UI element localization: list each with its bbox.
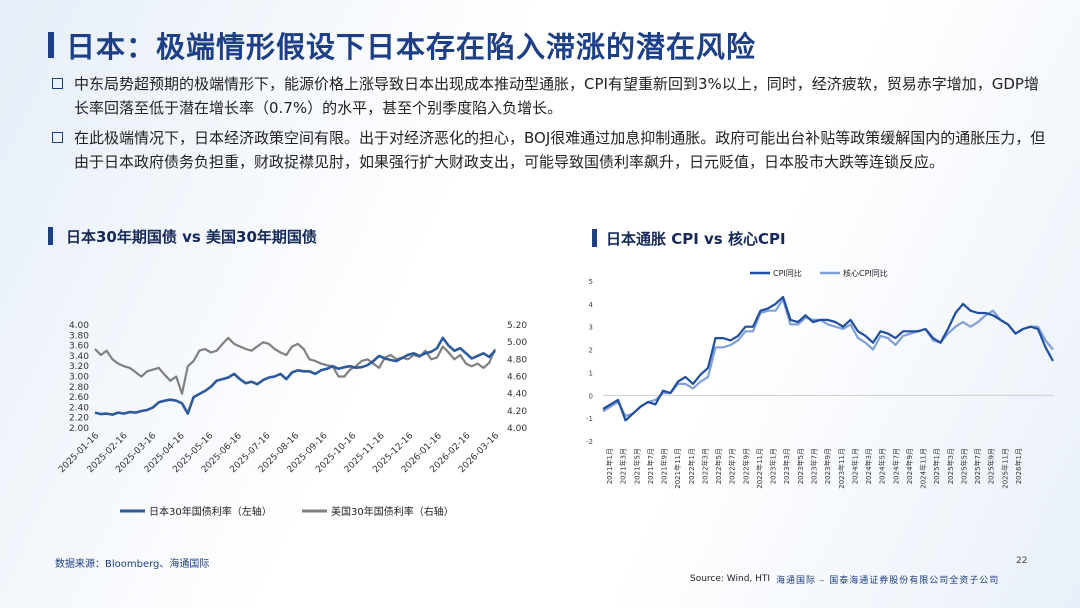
x-tick-label: 2022年3月: [700, 448, 709, 484]
left-y-tick-label: 3.40: [69, 352, 89, 362]
y-tick-label: -1: [586, 415, 593, 423]
right-y-tick-label: 5.00: [507, 338, 527, 348]
bullet-2-text: 在此极端情况下，日本经济政策空间有限。出于对经济恶化的担心，BOJ很难通过加息抑…: [74, 129, 1046, 171]
x-tick-label: 2023年1月: [769, 448, 778, 484]
y-tick-label: 1: [589, 369, 593, 377]
legend-cpi-label: CPI同比: [773, 268, 802, 278]
left-chart-title: 日本30年期国债 vs 美国30年期国债: [66, 228, 317, 246]
right-y-tick-label: 4.40: [507, 390, 527, 400]
x-tick-label: 2022年11月: [755, 448, 764, 489]
x-tick-label: 2021年9月: [660, 448, 669, 484]
left-y-tick-label: 3.80: [69, 331, 89, 341]
right-y-tick-label: 4.20: [507, 407, 527, 417]
y-tick-label: 0: [589, 392, 593, 400]
x-tick-label: 2026年1月: [1014, 448, 1023, 484]
x-tick-label: 2022年5月: [714, 448, 723, 484]
left-chart-accent-bar: [48, 227, 53, 245]
legend-core-cpi-label: 核心CPI同比: [843, 268, 888, 278]
y-tick-label: 3: [589, 324, 593, 332]
page-number: 22: [1016, 556, 1028, 566]
jp-30y-series-line: [94, 336, 496, 416]
company-footer: 海通国际 – 国泰海通证券股份有限公司全资子公司: [776, 576, 1000, 586]
right-y-tick-label: 5.20: [507, 321, 527, 331]
checkbox-bullet-icon: [52, 78, 63, 89]
x-tick-label: 2025年11月: [1000, 448, 1009, 489]
right-y-tick-label: 4.60: [507, 373, 527, 383]
x-tick-label: 2022年9月: [741, 448, 750, 484]
x-tick-label: 2023年7月: [810, 448, 819, 484]
y-tick-label: 2: [589, 347, 593, 355]
left-y-tick-label: 2.00: [69, 424, 89, 434]
x-tick-label: 2025年3月: [946, 448, 955, 484]
y-tick-label: 5: [589, 278, 593, 286]
left-y-tick-label: 3.20: [69, 362, 89, 372]
x-tick-label: 2024年7月: [891, 448, 900, 484]
x-tick-label: 2021年3月: [619, 448, 628, 484]
source-right: Source: Wind, HTI: [690, 574, 771, 584]
x-tick-label: 2021年5月: [632, 448, 641, 484]
x-tick-label: 2023年11月: [837, 448, 846, 489]
x-tick-label: 2024年1月: [850, 448, 859, 484]
x-tick-label: 2024年9月: [905, 448, 914, 484]
right-y-tick-label: 4.00: [507, 424, 527, 434]
x-tick-label: 2022年7月: [728, 448, 737, 484]
y-tick-label: 4: [589, 301, 594, 309]
left-y-tick-label: 2.20: [69, 414, 89, 424]
x-tick-label: 2025年7月: [973, 448, 982, 484]
cpi-series-line: [602, 295, 1054, 422]
y-tick-label: -2: [586, 438, 593, 446]
x-tick-label: 2025年9月: [987, 448, 996, 484]
left-y-tick-label: 4.00: [69, 321, 89, 331]
left-y-tick-label: 3.60: [69, 342, 89, 352]
bullet-1-text: 中东局势超预期的极端情形下，能源价格上涨导致日本出现成本推动型通胀，CPI有望重…: [74, 75, 1039, 117]
left-chart: 2.002.202.402.602.803.003.203.403.603.80…: [57, 321, 527, 518]
right-chart: 5 4 3 2 1 0 -1 -2 2021年1月 2021年3月 2021年5月 2021年7月 20…: [586, 268, 1054, 489]
core-cpi-series-line: [602, 298, 1054, 417]
legend-us-label: 美国30年国债利率（右轴）: [331, 505, 454, 518]
left-y-tick-label: 2.80: [69, 383, 89, 393]
x-tick-label: 2024年3月: [864, 448, 873, 484]
x-tick-label: 2025年5月: [959, 448, 968, 484]
us-30y-series-line: [94, 336, 497, 395]
page-title: 日本：极端情形假设下日本存在陷入滞涨的潜在风险: [66, 30, 757, 64]
right-y-tick-label: 4.80: [507, 355, 527, 365]
x-tick-label: 2022年1月: [687, 448, 696, 484]
x-tick-label: 2021年11月: [673, 448, 682, 489]
x-tick-label: 2023年5月: [796, 448, 805, 484]
right-chart-title: 日本通胀 CPI vs 核心CPI: [606, 230, 786, 248]
bullet-2: 在此极端情况下，日本经济政策空间有限。出于对经济恶化的担心，BOJ很难通过加息抑…: [52, 126, 1052, 174]
source-left: 数据来源：Bloomberg、海通国际: [55, 559, 210, 570]
left-y-tick-label: 3.00: [69, 373, 89, 383]
bullet-1: 中东局势超预期的极端情形下，能源价格上涨导致日本出现成本推动型通胀，CPI有望重…: [52, 72, 1052, 120]
x-tick-label: 2023年9月: [823, 448, 832, 484]
x-tick-label: 2021年1月: [605, 448, 614, 484]
left-y-tick-label: 2.40: [69, 403, 89, 413]
title-accent-bar: [48, 32, 54, 58]
x-tick-label: 2023年3月: [782, 448, 791, 484]
x-tick-label: 2024年5月: [878, 448, 887, 484]
x-tick-label: 2024年11月: [919, 448, 928, 489]
x-tick-label: 2021年7月: [646, 448, 655, 484]
x-tick-label: 2025年1月: [932, 448, 941, 484]
right-chart-accent-bar: [592, 229, 597, 247]
legend-jp-label: 日本30年国债利率（左轴）: [149, 505, 272, 518]
left-y-tick-label: 2.60: [69, 393, 89, 403]
checkbox-bullet-icon: [52, 132, 63, 143]
